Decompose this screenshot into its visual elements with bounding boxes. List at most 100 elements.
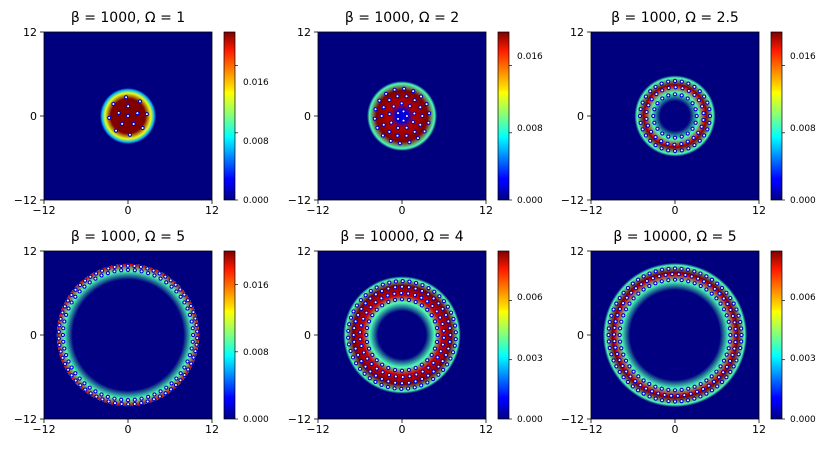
colorbar-tick-label: 0.008 [517,124,543,134]
vortex-core [363,372,366,375]
vortex-core [640,283,643,286]
vortex-core [387,301,390,304]
vortex-core [64,362,67,365]
vortex-core [725,365,728,368]
vortex-core [359,299,362,302]
vortex-core [674,136,676,139]
vortex-core [674,278,676,281]
vortex-core [127,403,130,406]
vortex-core [415,281,418,284]
panel-1: β = 1000, Ω = 2 −12 0 12 12 0 −12 0.000 … [288,10,543,217]
vortex-core [702,112,705,115]
vortex-core [618,297,621,300]
vortex-core [423,130,426,133]
vortex-core [62,340,65,343]
x-axis: −12 0 12 [32,204,219,217]
colorbar-gradient [223,31,236,201]
vortex-core [407,387,410,390]
y-tick-label: 12 [297,245,311,258]
vortex-core [661,132,664,135]
vortex-core [397,112,400,115]
vortex-core [642,288,645,291]
vortex-core [183,301,186,304]
vortex-core [450,311,453,314]
vortex-core [88,386,91,389]
vortex-core [140,270,143,273]
vortex-core [368,377,371,380]
vortex-lattice [107,95,149,137]
vortex-core [420,363,423,366]
vortex-core [686,268,689,271]
vortex-core [436,327,439,330]
colorbar-tick-label: 0.003 [790,354,816,364]
vortex-core [645,279,648,282]
vortex-core [402,119,405,122]
colorbar [770,31,785,201]
vortex-core [660,147,663,150]
vortex-core [740,340,743,343]
vortex-core [79,384,82,387]
colorbar [770,250,785,420]
vortex-core [629,375,632,378]
vortex-core [194,350,197,353]
vortex-core [420,296,423,299]
vortex-core [390,121,393,124]
vortex-core [676,394,679,397]
vortex-core [646,124,649,127]
colorbar-ticks: 0.000 0.003 0.006 [517,293,543,425]
colorbar-ticks: 0.000 0.008 0.016 [243,78,269,206]
vortex-core [120,265,123,268]
colorbar-tick-label: 0.008 [790,124,816,134]
vortex-core [735,308,738,311]
y-tick-label: 0 [304,329,311,342]
vortex-core [663,394,666,397]
vortex-core [689,392,692,395]
vortex-core [667,94,670,97]
vortex-core [648,272,651,275]
vortex-core [83,285,86,288]
vortex-core [641,101,644,104]
vortex-core [388,113,391,116]
vortex-core [70,374,73,377]
colorbar [497,31,512,201]
vortex-core [381,283,384,286]
vortex-core [351,356,354,359]
vortex-core [705,392,708,395]
vortex-core [428,112,431,115]
vortex-core [439,350,442,353]
vortex-core [388,373,391,376]
vortex-core [654,270,657,273]
vortex-core [191,327,194,330]
vortex-core [67,368,70,371]
vortex-core [408,105,411,108]
vortex-core [687,280,690,283]
vortex-core [637,375,640,378]
vortex-core [667,80,670,83]
vortex-core [63,347,66,350]
vortex-core [607,340,610,343]
vortex-core [186,299,189,302]
vortex-core [693,144,696,147]
vortex-core [444,313,447,316]
vortex-core [437,373,440,376]
vortex-core [733,347,736,350]
vortex-core [196,337,199,340]
vortex-core [70,293,73,296]
title-beta: β = 1000, [345,10,419,26]
vortex-core [694,108,697,111]
panel-title: β = 1000, Ω = 2 [345,10,459,26]
vortex-core [133,398,136,401]
y-axis: 12 0 −12 [561,245,584,426]
vortex-core [353,327,356,330]
vortex-core [401,280,404,283]
vortex-core [637,389,640,392]
vortex-core [674,267,676,270]
vortex-core [381,371,384,374]
colorbar-tick-label: 0.000 [243,196,269,206]
vortex-core [427,374,430,377]
y-tick-label: 0 [577,110,584,123]
vortex-core [616,314,619,317]
y-axis: 12 0 −12 [14,245,37,426]
vortex-core [159,390,162,393]
vortex-core [386,386,389,389]
